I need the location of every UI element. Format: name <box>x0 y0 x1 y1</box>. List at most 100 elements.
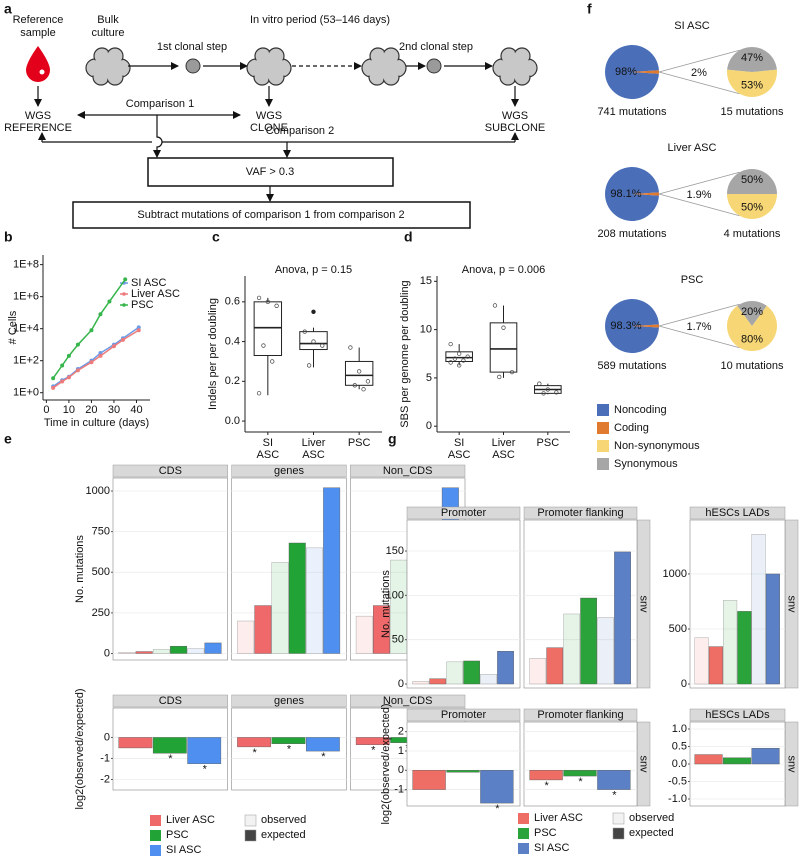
legend-swatch <box>597 404 609 416</box>
value-label: 80% <box>741 334 763 346</box>
significance-mark: * <box>252 747 257 759</box>
y-tick-label: 0 <box>104 647 110 659</box>
connector <box>658 303 740 327</box>
data-point <box>75 342 80 347</box>
pie-slice <box>727 194 777 219</box>
legend-swatch <box>597 458 609 470</box>
panel-letter: g <box>388 431 397 447</box>
pie-caption: 208 mutations <box>597 228 667 240</box>
legend-swatch <box>150 815 161 826</box>
bar <box>446 770 480 773</box>
bar-observed <box>563 613 581 685</box>
pie-title: Liver ASC <box>668 142 717 154</box>
pie-caption: 741 mutations <box>597 106 667 118</box>
significance-mark: * <box>321 751 326 763</box>
pie-caption: 15 mutations <box>721 106 784 118</box>
significance-mark: * <box>495 803 500 815</box>
significance-mark: * <box>203 764 208 776</box>
x-tick-label: SI <box>454 437 464 449</box>
bar-observed <box>355 615 373 654</box>
connector <box>658 71 740 95</box>
x-tick-label: ASC <box>257 449 280 461</box>
label: culture <box>91 27 124 39</box>
pie-slice <box>727 47 777 72</box>
facet-strip <box>406 506 521 520</box>
chart-title: Anova, p = 0.006 <box>462 264 545 276</box>
bar-observed <box>412 681 430 685</box>
legend-swatch <box>122 303 126 307</box>
x-tick-label: 0 <box>43 404 49 416</box>
arrow <box>153 115 163 158</box>
label: sample <box>20 27 55 39</box>
y-axis-label: Indels per per doubling <box>207 298 219 410</box>
bar <box>355 737 390 745</box>
label: 1st clonal step <box>157 41 227 53</box>
bar <box>118 737 153 749</box>
legend-label: expected <box>261 829 306 841</box>
value-label: 98.1% <box>610 188 641 200</box>
bar-expected <box>546 647 564 685</box>
facet-strip <box>350 464 466 478</box>
filter-box <box>147 157 394 187</box>
y-tick-label: 0.0 <box>672 758 687 770</box>
facet-strip <box>406 708 521 722</box>
data-point <box>537 381 542 386</box>
y-tick-label: 1.0 <box>672 723 687 735</box>
connector <box>658 49 740 73</box>
value-label: 98% <box>615 66 637 78</box>
legend-swatch <box>612 812 625 825</box>
legend-label: SI ASC <box>534 842 570 854</box>
bar <box>152 737 187 754</box>
panel-letter: d <box>404 229 413 245</box>
data-point <box>136 328 141 333</box>
panel-letter: b <box>4 229 13 245</box>
chart-title: Anova, p = 0.15 <box>275 264 352 276</box>
y-tick-label: 0.5 <box>672 740 687 752</box>
facet-strip-label: snv <box>786 595 798 613</box>
data-point <box>274 303 279 308</box>
data-point <box>452 356 458 361</box>
blood-drop-icon <box>26 46 50 82</box>
facet-title: Promoter <box>441 709 487 721</box>
y-tick-label: 1E+4 <box>13 323 39 335</box>
bar-expected <box>323 487 341 654</box>
bar-observed <box>118 652 136 654</box>
bar-expected <box>170 645 188 654</box>
bar <box>187 737 222 764</box>
data-point <box>545 387 550 392</box>
significance-mark: * <box>168 753 173 765</box>
x-tick-label: 20 <box>85 404 97 416</box>
data-point <box>98 312 103 317</box>
y-tick-label: 1E+0 <box>13 387 39 399</box>
facet-title: hESCs LADs <box>705 507 770 519</box>
box <box>489 322 518 373</box>
data-point <box>270 359 275 364</box>
y-tick-label: 150 <box>386 545 404 557</box>
x-tick-label: Liver <box>302 437 326 449</box>
bar-expected <box>708 646 723 685</box>
y-axis-label: No. mutations <box>380 570 392 638</box>
facet-strip <box>112 464 228 478</box>
x-tick-label: SI <box>263 437 273 449</box>
data-point <box>554 390 559 395</box>
facet-title: Promoter flanking <box>537 709 623 721</box>
facet-panel <box>112 477 228 661</box>
y-tick-label: 1000 <box>86 485 110 497</box>
facet-title: genes <box>274 695 304 707</box>
facet-strip-label: snv <box>638 595 650 613</box>
legend-label: expected <box>629 827 674 839</box>
data-point <box>51 376 56 381</box>
cloud-icon <box>361 47 407 86</box>
legend-swatch <box>518 828 529 839</box>
legend-label: Coding <box>614 422 649 434</box>
y-tick-label: -1 <box>100 752 110 764</box>
bar <box>480 770 514 804</box>
x-tick-label: PSC <box>537 437 560 449</box>
facet-strip <box>523 506 638 520</box>
data-point <box>501 325 506 330</box>
facet-strip <box>523 708 638 722</box>
significance-mark: * <box>578 776 583 788</box>
facet-title: hESCs LADs <box>705 709 770 721</box>
data-point <box>89 328 94 333</box>
